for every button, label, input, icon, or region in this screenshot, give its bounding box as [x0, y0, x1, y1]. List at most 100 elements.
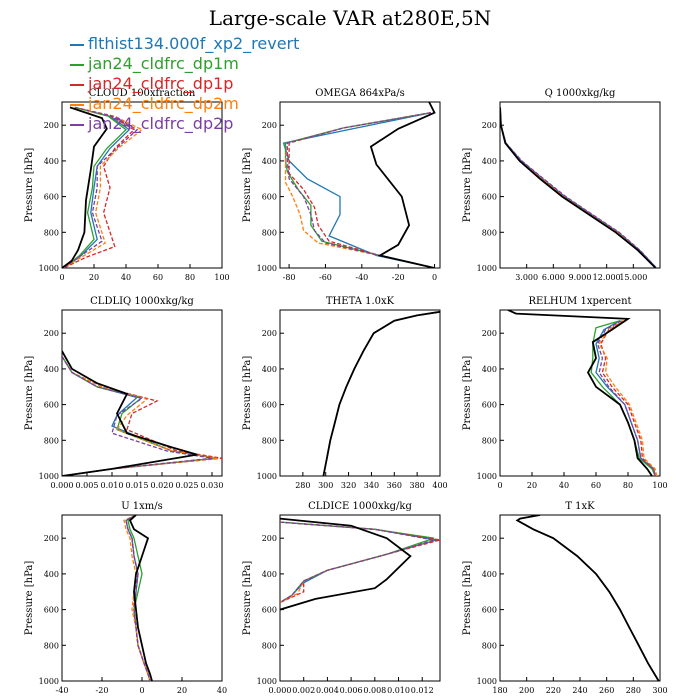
y-tick-label: 800 [44, 436, 59, 445]
y-axis-label: Pressure [hPa] [24, 561, 35, 636]
x-tick-label: 80 [185, 273, 195, 282]
y-tick-label: 200 [262, 534, 277, 543]
panel-title: U 1xm/s [121, 501, 163, 512]
y-tick-label: 200 [482, 534, 497, 543]
series-line [322, 311, 440, 476]
series-line [516, 515, 660, 681]
series-line [500, 107, 657, 268]
series-line [369, 102, 436, 268]
series-line [600, 320, 656, 476]
y-tick-label: 800 [44, 641, 59, 650]
panel-title: Q 1000xkg/kg [545, 88, 616, 99]
x-tick-label: 40 [121, 273, 131, 282]
series-line [322, 311, 440, 476]
series-line [507, 310, 653, 476]
series-line [128, 515, 153, 681]
x-tick-label: 20 [89, 273, 99, 282]
series-line [322, 311, 440, 476]
series-line [63, 106, 139, 268]
x-tick-label: 180 [492, 686, 507, 695]
series-line [516, 515, 660, 681]
plot-frame [279, 514, 441, 682]
legend-label: jan24_cldfrc_dp2p [88, 114, 234, 133]
y-axis-label: Pressure [hPa] [462, 356, 473, 431]
series-line [595, 320, 656, 476]
x-tick-label: 9.000 [569, 273, 592, 282]
panel-title: RELHUM 1xpercent [528, 296, 631, 307]
y-tick-label: 1000 [39, 264, 59, 273]
y-axis-label: Pressure [hPa] [24, 356, 35, 431]
y-tick-label: 800 [482, 228, 497, 237]
y-tick-label: 1000 [257, 264, 277, 273]
x-tick-label: 0 [497, 481, 502, 490]
x-tick-label: 300 [652, 686, 667, 695]
y-tick-label: 200 [262, 329, 277, 338]
series-line [63, 106, 144, 268]
x-tick-label: 0.030 [201, 481, 224, 490]
y-tick-label: 800 [262, 228, 277, 237]
y-tick-label: 600 [482, 606, 497, 615]
x-tick-label: -20 [96, 686, 109, 695]
y-tick-label: 400 [44, 157, 59, 166]
y-tick-label: 400 [262, 157, 277, 166]
y-tick-label: 600 [44, 606, 59, 615]
y-tick-label: 800 [262, 641, 277, 650]
y-tick-label: 1000 [257, 677, 277, 686]
series-line [516, 515, 660, 681]
x-tick-label: 0.000 [269, 686, 292, 695]
x-tick-label: 0 [59, 273, 64, 282]
y-axis-label: Pressure [hPa] [462, 561, 473, 636]
series-line [596, 320, 656, 476]
x-tick-label: -60 [319, 273, 332, 282]
x-tick-label: 3.000 [515, 273, 538, 282]
legend-entry: jan24_cldfrc_dp1m [70, 54, 239, 74]
series-line [516, 515, 660, 681]
x-tick-label: 400 [432, 481, 447, 490]
series-line [284, 112, 435, 268]
x-tick-label: 280 [626, 686, 641, 695]
series-line [282, 112, 435, 268]
x-tick-label: 0.008 [363, 686, 386, 695]
x-tick-label: 300 [318, 481, 333, 490]
plot-frame [499, 309, 661, 477]
x-tick-label: 0 [139, 686, 144, 695]
x-tick-label: 240 [572, 686, 587, 695]
series-line [598, 320, 658, 476]
y-tick-label: 800 [44, 228, 59, 237]
series-line [284, 112, 435, 268]
y-tick-label: 1000 [257, 472, 277, 481]
x-tick-label: 360 [387, 481, 402, 490]
y-axis-label: Pressure [hPa] [242, 561, 253, 636]
legend-swatch [70, 103, 84, 106]
x-tick-label: 60 [591, 481, 601, 490]
plot-frame [279, 309, 441, 477]
y-axis-label: Pressure [hPa] [242, 356, 253, 431]
x-tick-label: 0.010 [387, 686, 410, 695]
x-tick-label: -80 [283, 273, 296, 282]
series-line [62, 350, 198, 476]
y-axis-label: Pressure [hPa] [242, 148, 253, 223]
x-tick-label: 0.010 [101, 481, 124, 490]
plot-frame [499, 101, 661, 269]
y-tick-label: 800 [482, 641, 497, 650]
y-tick-label: 400 [44, 365, 59, 374]
y-tick-label: 600 [262, 401, 277, 410]
x-tick-label: 40 [217, 686, 227, 695]
y-tick-label: 1000 [477, 264, 497, 273]
x-tick-label: 320 [341, 481, 356, 490]
y-tick-label: 400 [44, 570, 59, 579]
y-tick-label: 400 [482, 365, 497, 374]
x-tick-label: 0.025 [176, 481, 199, 490]
panel-title: THETA 1.0xK [326, 296, 395, 307]
x-tick-label: 380 [410, 481, 425, 490]
series-line [280, 521, 435, 604]
series-line [515, 515, 660, 681]
series-line [286, 112, 435, 268]
x-tick-label: -20 [392, 273, 405, 282]
y-tick-label: 400 [262, 365, 277, 374]
series-line [125, 515, 151, 681]
x-tick-label: 0.002 [292, 686, 315, 695]
y-tick-label: 1000 [477, 472, 497, 481]
y-axis-label: Pressure [hPa] [24, 148, 35, 223]
x-tick-label: 0.006 [340, 686, 363, 695]
